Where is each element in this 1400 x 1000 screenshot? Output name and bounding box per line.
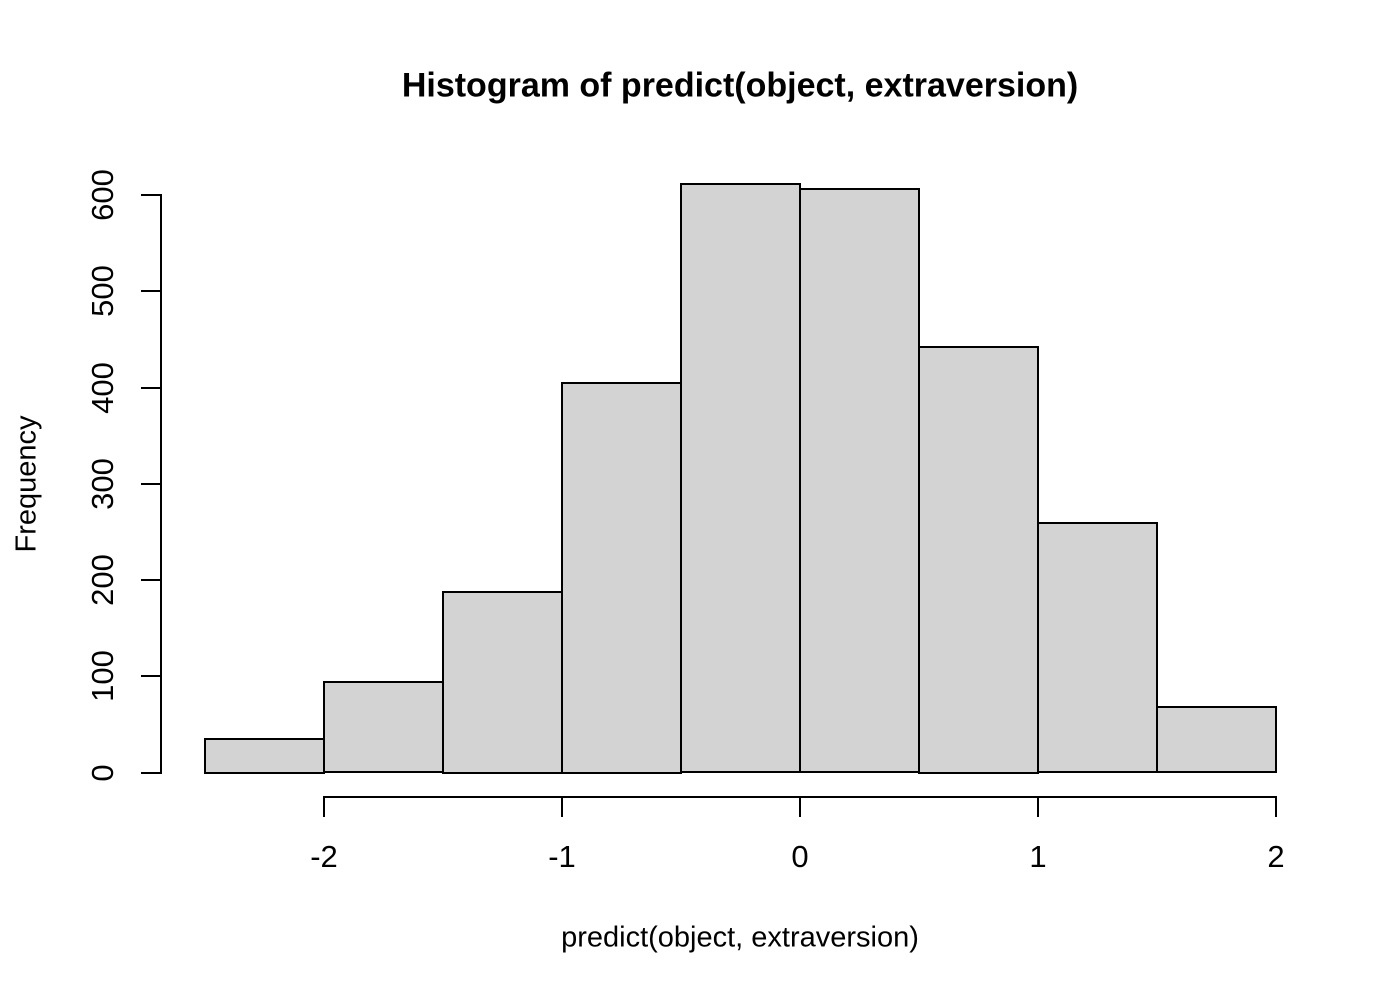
histogram-bar xyxy=(799,188,920,773)
histogram-bar xyxy=(442,591,563,774)
y-tick-label: 300 xyxy=(85,458,120,510)
histogram-bar xyxy=(1156,706,1277,773)
x-tick-label: 0 xyxy=(791,839,809,874)
histogram-bar xyxy=(680,183,801,773)
x-tick-label: -2 xyxy=(310,839,338,874)
x-tick-label: 1 xyxy=(1029,839,1047,874)
histogram-bar xyxy=(918,346,1039,774)
y-axis-line xyxy=(160,194,162,774)
x-tick xyxy=(1275,798,1277,817)
y-tick-label: 100 xyxy=(85,650,120,702)
y-tick xyxy=(141,483,160,485)
histogram-bar xyxy=(561,382,682,774)
y-tick-label: 500 xyxy=(85,265,120,317)
y-tick xyxy=(141,675,160,677)
x-tick xyxy=(323,798,325,817)
x-tick xyxy=(561,798,563,817)
y-tick-label: 0 xyxy=(85,764,120,782)
histogram-bar xyxy=(1037,522,1158,773)
y-tick-label: 400 xyxy=(85,362,120,414)
y-tick-label: 600 xyxy=(85,169,120,221)
y-tick xyxy=(141,772,160,774)
x-axis-title: predict(object, extraversion) xyxy=(561,921,919,954)
x-tick-label: -1 xyxy=(548,839,576,874)
x-tick xyxy=(1037,798,1039,817)
y-axis-title: Frequency xyxy=(10,415,43,553)
x-tick-label: 2 xyxy=(1267,839,1285,874)
y-tick-label: 200 xyxy=(85,554,120,606)
y-tick xyxy=(141,194,160,196)
histogram-bar xyxy=(204,738,325,774)
y-tick xyxy=(141,290,160,292)
x-axis-line xyxy=(323,796,1277,798)
y-tick xyxy=(141,579,160,581)
x-tick xyxy=(799,798,801,817)
y-tick xyxy=(141,387,160,389)
histogram-bar xyxy=(323,681,444,773)
chart-title: Histogram of predict(object, extraversio… xyxy=(401,66,1079,105)
